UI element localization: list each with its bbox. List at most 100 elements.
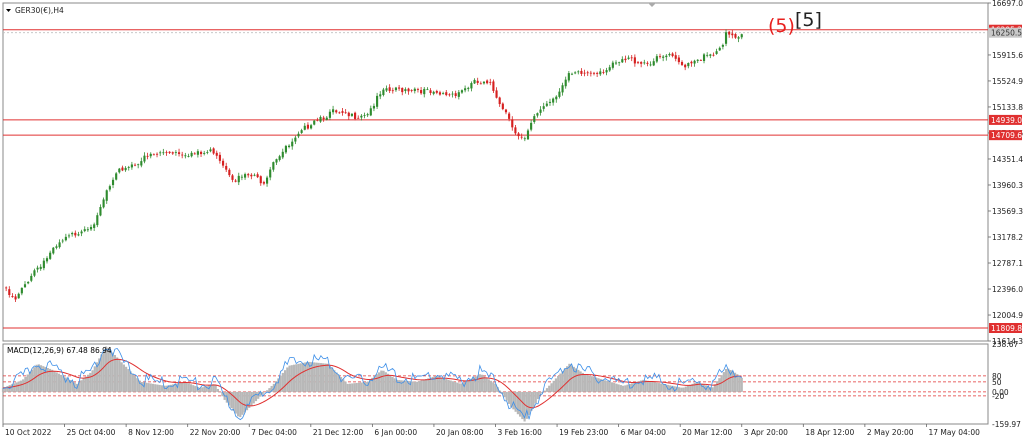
- scroll-marker-icon[interactable]: [648, 3, 656, 7]
- candle: [140, 157, 143, 168]
- candle: [291, 138, 294, 150]
- price-tick-label: 14351.4: [992, 155, 1023, 164]
- candle: [203, 150, 206, 156]
- candle: [360, 114, 363, 121]
- candle: [655, 54, 658, 64]
- candle: [451, 91, 454, 98]
- candle: [517, 131, 520, 140]
- candle: [45, 256, 49, 264]
- candle: [171, 151, 174, 155]
- candle: [152, 153, 155, 156]
- candle: [460, 89, 464, 94]
- candle: [64, 233, 67, 242]
- candle: [702, 53, 706, 64]
- macd-tick-label: -20: [992, 392, 1004, 401]
- candle: [413, 87, 416, 94]
- candle: [23, 281, 27, 288]
- candle: [275, 158, 278, 165]
- candle: [696, 59, 699, 64]
- candle: [269, 166, 272, 181]
- candle: [420, 87, 423, 95]
- candle: [319, 115, 322, 123]
- candle: [621, 56, 624, 64]
- candle: [712, 52, 715, 57]
- candle: [407, 87, 410, 95]
- candle: [344, 109, 347, 114]
- level-tag-label: 14709.6: [991, 131, 1022, 140]
- candle: [27, 281, 30, 285]
- time-tick-label: 17 May 04:00: [928, 428, 980, 437]
- candle: [457, 89, 460, 100]
- current-price-label: 16250.5: [991, 29, 1022, 38]
- triangle-down-icon[interactable]: [6, 9, 11, 12]
- time-tick-label: 2 May 20:00: [867, 428, 914, 437]
- candle: [627, 55, 630, 60]
- candle: [495, 87, 498, 99]
- candle: [11, 293, 14, 298]
- time-tick-label: 3 Feb 16:00: [498, 428, 543, 437]
- candle: [313, 120, 316, 126]
- candle: [206, 150, 209, 155]
- candle: [102, 197, 105, 209]
- candle: [731, 30, 734, 39]
- candle: [287, 144, 291, 149]
- candle: [536, 112, 539, 118]
- candle: [83, 226, 86, 233]
- candle: [646, 61, 649, 67]
- candle: [212, 147, 215, 155]
- candle: [49, 250, 52, 260]
- candle: [548, 98, 552, 106]
- candle: [159, 150, 162, 157]
- time-axis: 10 Oct 2022 25 Oct 04:00 8 Nov 12:00 22 Nov…: [2, 424, 980, 437]
- candle: [77, 231, 80, 237]
- candle: [199, 150, 203, 158]
- price-tick-label: 12396.0: [992, 285, 1023, 294]
- candle: [435, 89, 438, 95]
- candle: [445, 89, 448, 97]
- candle: [240, 174, 243, 181]
- candle: [470, 81, 473, 92]
- candle: [737, 35, 740, 43]
- candle: [690, 60, 693, 67]
- candle: [608, 64, 611, 72]
- candle: [237, 172, 240, 186]
- candle: [228, 168, 231, 178]
- candle: [86, 226, 89, 232]
- candle: [583, 69, 586, 77]
- candle: [297, 131, 300, 139]
- candle: [388, 84, 391, 94]
- candle: [165, 150, 168, 156]
- candle: [284, 144, 287, 154]
- candle: [426, 87, 429, 91]
- time-tick-label: 21 Dec 12:00: [313, 428, 364, 437]
- candle: [61, 238, 64, 244]
- candle: [121, 165, 124, 172]
- candle: [391, 87, 394, 94]
- macd-tick-label: 238.67: [992, 340, 1018, 349]
- candle: [567, 70, 570, 83]
- candle: [476, 77, 479, 85]
- candle: [379, 91, 382, 100]
- candle: [30, 273, 33, 283]
- macd-tick-label: 50: [992, 378, 1002, 387]
- candle: [225, 162, 228, 173]
- time-tick-label: 19 Feb 23:00: [559, 428, 608, 437]
- price-tick-label: 13960.3: [992, 181, 1023, 190]
- candle: [684, 63, 687, 71]
- candle: [127, 165, 130, 171]
- candle: [643, 59, 646, 65]
- candle: [442, 91, 445, 95]
- candle: [709, 53, 712, 59]
- candle: [20, 287, 23, 296]
- candle: [624, 55, 627, 63]
- candle: [17, 292, 20, 299]
- candle: [580, 68, 583, 77]
- candle: [728, 30, 731, 38]
- candle: [552, 97, 555, 106]
- candle: [354, 111, 357, 121]
- level-price-tag: 14709.6: [989, 130, 1022, 141]
- candle: [586, 70, 589, 77]
- candle: [599, 68, 602, 76]
- candle: [133, 163, 137, 167]
